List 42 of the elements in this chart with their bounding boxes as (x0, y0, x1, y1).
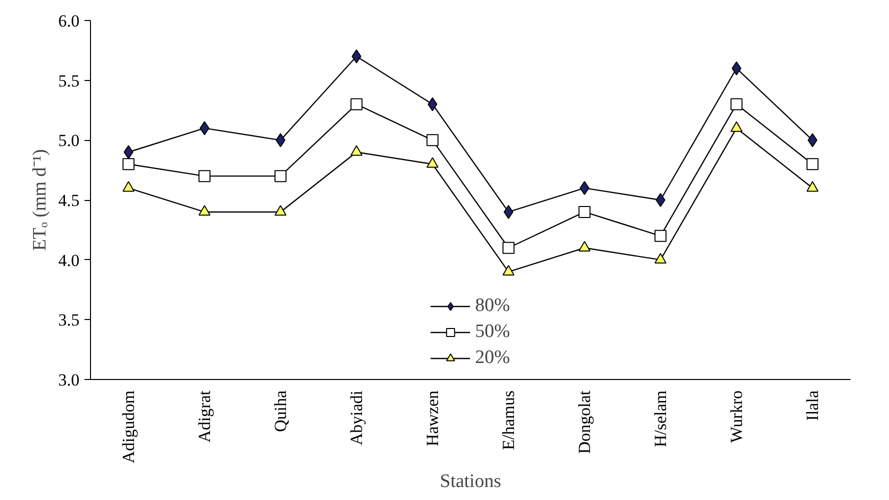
x-tick-label: E/hamus (499, 390, 518, 450)
y-tick-label: 6.0 (58, 12, 80, 30)
x-tick-label: Adigudom (119, 390, 138, 464)
legend-label: 50% (475, 321, 510, 343)
point (578, 206, 590, 218)
legend-label: 80% (475, 295, 510, 317)
y-tick-label: 5.5 (58, 71, 80, 90)
x-tick-label: Adigrat (195, 390, 214, 442)
point (578, 241, 590, 252)
point (656, 193, 666, 207)
y-tick-label: 4.0 (58, 250, 80, 270)
point (122, 158, 134, 170)
x-tick-label: Dongolat (575, 390, 594, 454)
point (122, 181, 134, 192)
x-tick-label: Quiha (271, 390, 290, 432)
point (426, 134, 438, 146)
point (274, 170, 286, 182)
point (654, 230, 666, 242)
y-tick-label: 4.5 (58, 191, 80, 210)
x-tick-label: H/selam (651, 390, 670, 448)
y-tick-label: 5.0 (58, 131, 80, 150)
point (274, 205, 286, 216)
point (730, 98, 742, 110)
x-tick-label: Ilala (803, 390, 822, 421)
point (198, 170, 210, 182)
point (806, 158, 818, 170)
x-tick-label: Hawzen (423, 390, 442, 446)
point (426, 157, 438, 168)
point (350, 98, 362, 110)
point (350, 145, 362, 156)
point (806, 181, 818, 192)
point (198, 205, 210, 216)
y-tick-label: 3.5 (58, 310, 80, 330)
point (502, 242, 514, 254)
x-tick-label: Wurkro (727, 390, 746, 443)
y-tick-label: 3.0 (58, 370, 80, 390)
x-axis-title: Stations (440, 471, 502, 492)
point (654, 252, 666, 264)
legend-label: 20% (475, 347, 510, 369)
point (502, 264, 514, 276)
x-tick-label: Abyiadi (347, 390, 366, 446)
y-axis-title: ETₒ (mm d⁻¹) (29, 149, 50, 251)
